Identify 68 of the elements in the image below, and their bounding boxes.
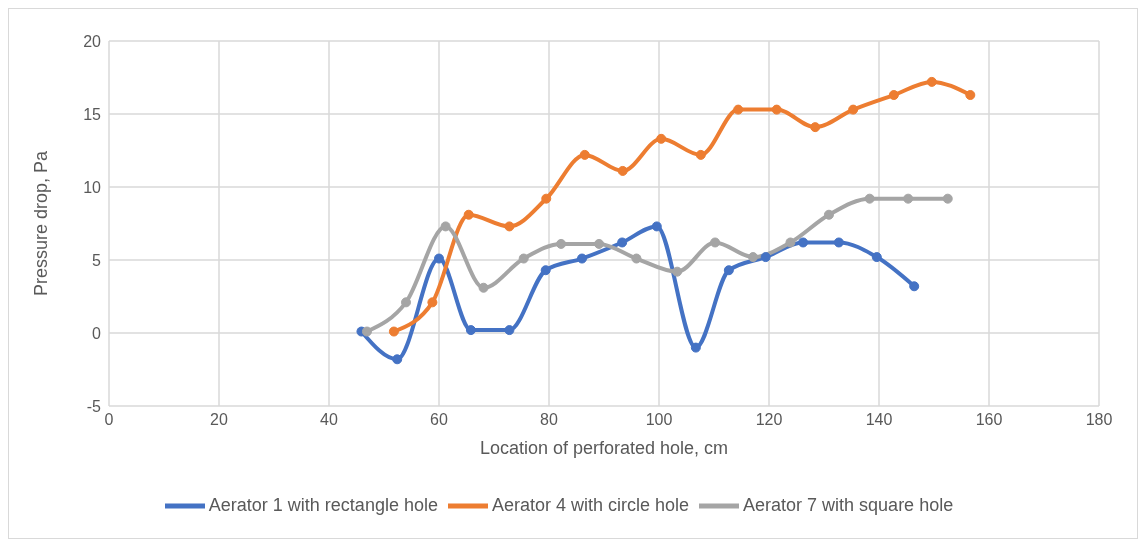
point (723, 265, 734, 276)
point (427, 297, 438, 308)
point (504, 221, 515, 232)
x-tick-label: 0 (104, 411, 114, 429)
point (388, 326, 399, 337)
y-tick-label: -5 (86, 397, 102, 415)
legend-label: Aerator 4 with circle hole (491, 494, 690, 515)
point (864, 193, 875, 204)
point (577, 253, 587, 264)
point (465, 325, 476, 336)
point (434, 253, 444, 264)
point (833, 237, 844, 248)
x-tick-label: 40 (320, 411, 338, 429)
y-tick-label: 10 (83, 178, 102, 196)
point (518, 253, 529, 264)
point (710, 237, 721, 248)
x-tick-label: 100 (645, 411, 673, 429)
point (909, 281, 920, 292)
point (672, 266, 683, 277)
point (504, 325, 515, 336)
y-tick-label: 20 (83, 32, 102, 50)
y-tick-label: 15 (83, 105, 102, 123)
point (871, 252, 882, 263)
point (965, 90, 976, 101)
point (926, 76, 937, 87)
point (690, 342, 701, 353)
point (695, 149, 706, 160)
x-tick-label: 120 (755, 411, 783, 429)
point (888, 90, 899, 101)
point (401, 297, 411, 308)
point (651, 221, 662, 232)
point (440, 221, 451, 232)
point (392, 354, 403, 365)
point (579, 149, 590, 160)
point (617, 237, 628, 248)
point (823, 209, 834, 220)
y-axis-title: Pressure drop, Pa (31, 149, 52, 297)
point (478, 282, 489, 293)
point (798, 237, 809, 248)
point (785, 237, 796, 248)
point (361, 326, 372, 337)
point (556, 238, 567, 249)
point (617, 165, 628, 176)
point (656, 133, 667, 144)
point (848, 104, 859, 115)
x-tick-label: 160 (975, 411, 1003, 429)
point (942, 193, 953, 204)
x-tick-label: 80 (540, 411, 558, 429)
point (771, 104, 782, 115)
point (748, 252, 759, 263)
legend-label: Aerator 7 with square hole (743, 494, 954, 515)
y-tick-label: 5 (92, 251, 102, 269)
point (733, 104, 744, 115)
legend-label: Aerator 1 with rectangle hole (208, 494, 438, 515)
x-tick-label: 60 (430, 411, 448, 429)
point (631, 253, 642, 264)
x-tick-label: 20 (210, 411, 228, 429)
point (540, 265, 551, 276)
x-tick-label: 180 (1085, 411, 1113, 429)
point (463, 209, 474, 220)
point (760, 252, 771, 263)
x-tick-label: 140 (865, 411, 893, 429)
x-axis-title: Location of perforated hole, cm (479, 438, 729, 458)
point (903, 193, 914, 204)
point (810, 122, 821, 133)
y-tick-label: 0 (92, 324, 102, 342)
point (541, 193, 552, 204)
point (594, 238, 605, 249)
